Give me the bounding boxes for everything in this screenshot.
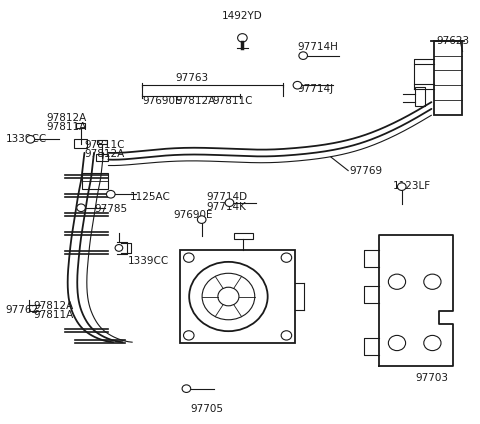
Circle shape bbox=[238, 33, 247, 42]
Bar bbox=[434, 41, 462, 115]
Bar bbox=[82, 173, 108, 189]
Bar bbox=[97, 140, 107, 145]
Bar bbox=[180, 250, 295, 343]
Bar bbox=[76, 123, 85, 128]
Text: 97812A: 97812A bbox=[33, 301, 73, 311]
Text: 97785: 97785 bbox=[94, 204, 127, 214]
Text: 97812A: 97812A bbox=[175, 96, 216, 106]
Text: 97714H: 97714H bbox=[298, 42, 338, 52]
Text: 97811C: 97811C bbox=[84, 140, 125, 150]
Circle shape bbox=[197, 216, 206, 223]
Text: 97811A: 97811A bbox=[46, 123, 86, 132]
Text: 97690E: 97690E bbox=[142, 96, 181, 106]
Text: 1492YD: 1492YD bbox=[222, 11, 263, 21]
Text: 97769: 97769 bbox=[349, 166, 382, 176]
Circle shape bbox=[77, 204, 85, 212]
Text: 97714J: 97714J bbox=[298, 84, 334, 95]
Text: 97703: 97703 bbox=[415, 373, 448, 382]
Bar bbox=[74, 139, 87, 148]
Text: 97812A: 97812A bbox=[84, 149, 125, 159]
Circle shape bbox=[107, 190, 115, 198]
Text: 97714K: 97714K bbox=[206, 201, 246, 212]
Bar bbox=[96, 153, 108, 161]
Circle shape bbox=[397, 183, 406, 190]
Circle shape bbox=[225, 199, 234, 206]
Text: 97762: 97762 bbox=[5, 305, 38, 315]
Text: 1339CC: 1339CC bbox=[128, 256, 169, 265]
Text: 97690E: 97690E bbox=[173, 210, 213, 220]
Text: 1125AC: 1125AC bbox=[130, 192, 171, 202]
Circle shape bbox=[182, 385, 191, 393]
Bar bbox=[234, 233, 253, 240]
Text: 97763: 97763 bbox=[175, 73, 208, 83]
Text: 97811C: 97811C bbox=[212, 96, 253, 106]
Text: 1339CC: 1339CC bbox=[5, 134, 47, 144]
Bar bbox=[415, 87, 425, 106]
Text: 97714D: 97714D bbox=[206, 192, 248, 202]
Text: 97811A: 97811A bbox=[33, 310, 73, 320]
Text: 1123LF: 1123LF bbox=[393, 181, 432, 191]
Circle shape bbox=[26, 136, 35, 143]
Text: 97705: 97705 bbox=[190, 404, 223, 414]
Text: 97812A: 97812A bbox=[46, 113, 86, 123]
Circle shape bbox=[293, 81, 302, 89]
Text: 97623: 97623 bbox=[437, 36, 470, 46]
Circle shape bbox=[299, 52, 308, 59]
